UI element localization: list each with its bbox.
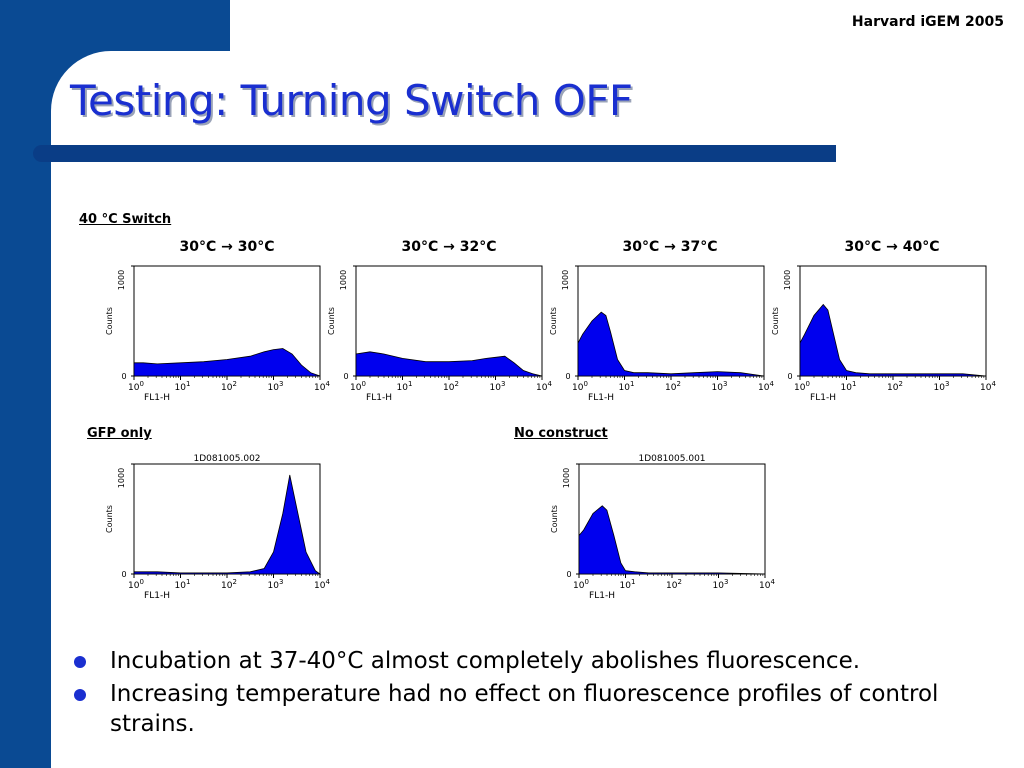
x-axis-label: FL1-H [589, 591, 615, 601]
bullet-list: Incubation at 37-40°C almost completely … [72, 646, 972, 742]
bullet-dot-icon [74, 689, 86, 701]
title-divider [33, 145, 836, 162]
chart-1-title: 30°C → 30°C [179, 239, 275, 255]
x-tick-label: 102 [443, 380, 459, 393]
histogram-area [577, 311, 765, 377]
y-tick-label: 1000 [117, 468, 126, 488]
x-tick-label: 102 [887, 380, 903, 393]
chart-file-label: 1D081005.002 [193, 454, 260, 464]
y-tick-label: 1000 [339, 270, 348, 290]
x-tick-label: 101 [620, 578, 636, 591]
y-axis-label: Counts [327, 307, 336, 335]
x-axis-label: FL1-H [366, 393, 392, 403]
x-tick-label: 104 [980, 380, 996, 393]
x-axis-label: FL1-H [810, 393, 836, 403]
histogram-area [578, 505, 766, 575]
x-tick-label: 101 [175, 380, 191, 393]
y-tick-label: 0 [787, 372, 792, 381]
histogram-area [355, 351, 543, 377]
x-tick-label: 100 [794, 380, 810, 393]
x-tick-label: 100 [572, 380, 588, 393]
histogram-area [133, 474, 322, 575]
histogram-chart-2: 100 101 102 103 104 0 1000 Counts FL1-H [327, 265, 552, 403]
x-tick-label: 104 [536, 380, 552, 393]
chart-2-title: 30°C → 32°C [401, 239, 497, 255]
x-tick-label: 103 [490, 380, 506, 393]
y-axis-label: Counts [771, 307, 780, 335]
switch-section-label: 40 °C Switch [79, 212, 172, 227]
x-tick-label: 103 [268, 380, 284, 393]
y-tick-label: 1000 [117, 270, 126, 290]
x-tick-label: 104 [314, 578, 330, 591]
y-axis-label: Counts [549, 307, 558, 335]
x-tick-label: 101 [397, 380, 413, 393]
y-tick-label: 0 [121, 570, 126, 579]
x-tick-label: 101 [619, 380, 635, 393]
x-tick-label: 102 [665, 380, 681, 393]
histogram-area [799, 303, 987, 377]
x-tick-label: 102 [221, 578, 237, 591]
histogram-chart-3: 100 101 102 103 104 0 1000 Counts FL1-H [549, 265, 774, 403]
y-tick-label: 1000 [562, 468, 571, 488]
x-tick-label: 103 [712, 380, 728, 393]
bullet-dot-icon [74, 656, 86, 668]
top-accent-block [0, 0, 230, 51]
histogram-chart-5: 1D081005.002 100 101 102 103 104 0 1000 Counts FL… [105, 454, 330, 601]
x-tick-label: 100 [573, 578, 589, 591]
chart-file-label: 1D081005.001 [638, 454, 705, 464]
histogram-chart-6: 1D081005.001 100 101 102 103 104 0 1000 Counts FL… [550, 454, 775, 601]
x-tick-label: 104 [314, 380, 330, 393]
x-tick-label: 100 [128, 380, 144, 393]
y-axis-label: Counts [105, 307, 114, 335]
y-tick-label: 0 [343, 372, 348, 381]
page-title: Testing: Turning Switch OFF [70, 76, 633, 125]
chart-3-title: 30°C → 37°C [622, 239, 718, 255]
x-tick-label: 101 [175, 578, 191, 591]
y-tick-label: 0 [121, 372, 126, 381]
x-tick-label: 101 [841, 380, 857, 393]
y-tick-label: 1000 [561, 270, 570, 290]
histogram-chart-1: 100 101 102 103 104 0 1000 Counts FL1-H [105, 265, 330, 403]
y-tick-label: 1000 [783, 270, 792, 290]
x-tick-label: 103 [268, 578, 284, 591]
gfp-section-label: GFP only [87, 426, 152, 441]
y-axis-label: Counts [550, 505, 559, 533]
x-tick-label: 104 [759, 578, 775, 591]
bullet-text: Increasing temperature had no effect on … [110, 681, 939, 737]
y-tick-label: 0 [566, 570, 571, 579]
bullet-item: Incubation at 37-40°C almost completely … [72, 646, 972, 676]
x-tick-label: 103 [713, 578, 729, 591]
x-axis-label: FL1-H [144, 591, 170, 601]
x-tick-label: 102 [666, 578, 682, 591]
y-tick-label: 0 [565, 372, 570, 381]
histogram-area [133, 348, 321, 377]
bullet-text: Incubation at 37-40°C almost completely … [110, 648, 861, 674]
y-axis-label: Counts [105, 505, 114, 533]
x-tick-label: 102 [221, 380, 237, 393]
chart-4-title: 30°C → 40°C [844, 239, 940, 255]
x-axis-label: FL1-H [588, 393, 614, 403]
brand-label: Harvard iGEM 2005 [851, 14, 1004, 30]
histogram-chart-4: 100 101 102 103 104 0 1000 Counts FL1-H [771, 265, 996, 403]
x-tick-label: 103 [934, 380, 950, 393]
bullet-item: Increasing temperature had no effect on … [72, 679, 972, 739]
left-accent-bar [0, 0, 51, 768]
x-tick-label: 100 [128, 578, 144, 591]
x-axis-label: FL1-H [144, 393, 170, 403]
no-construct-section-label: No construct [514, 426, 608, 441]
x-tick-label: 100 [350, 380, 366, 393]
x-tick-label: 104 [758, 380, 774, 393]
